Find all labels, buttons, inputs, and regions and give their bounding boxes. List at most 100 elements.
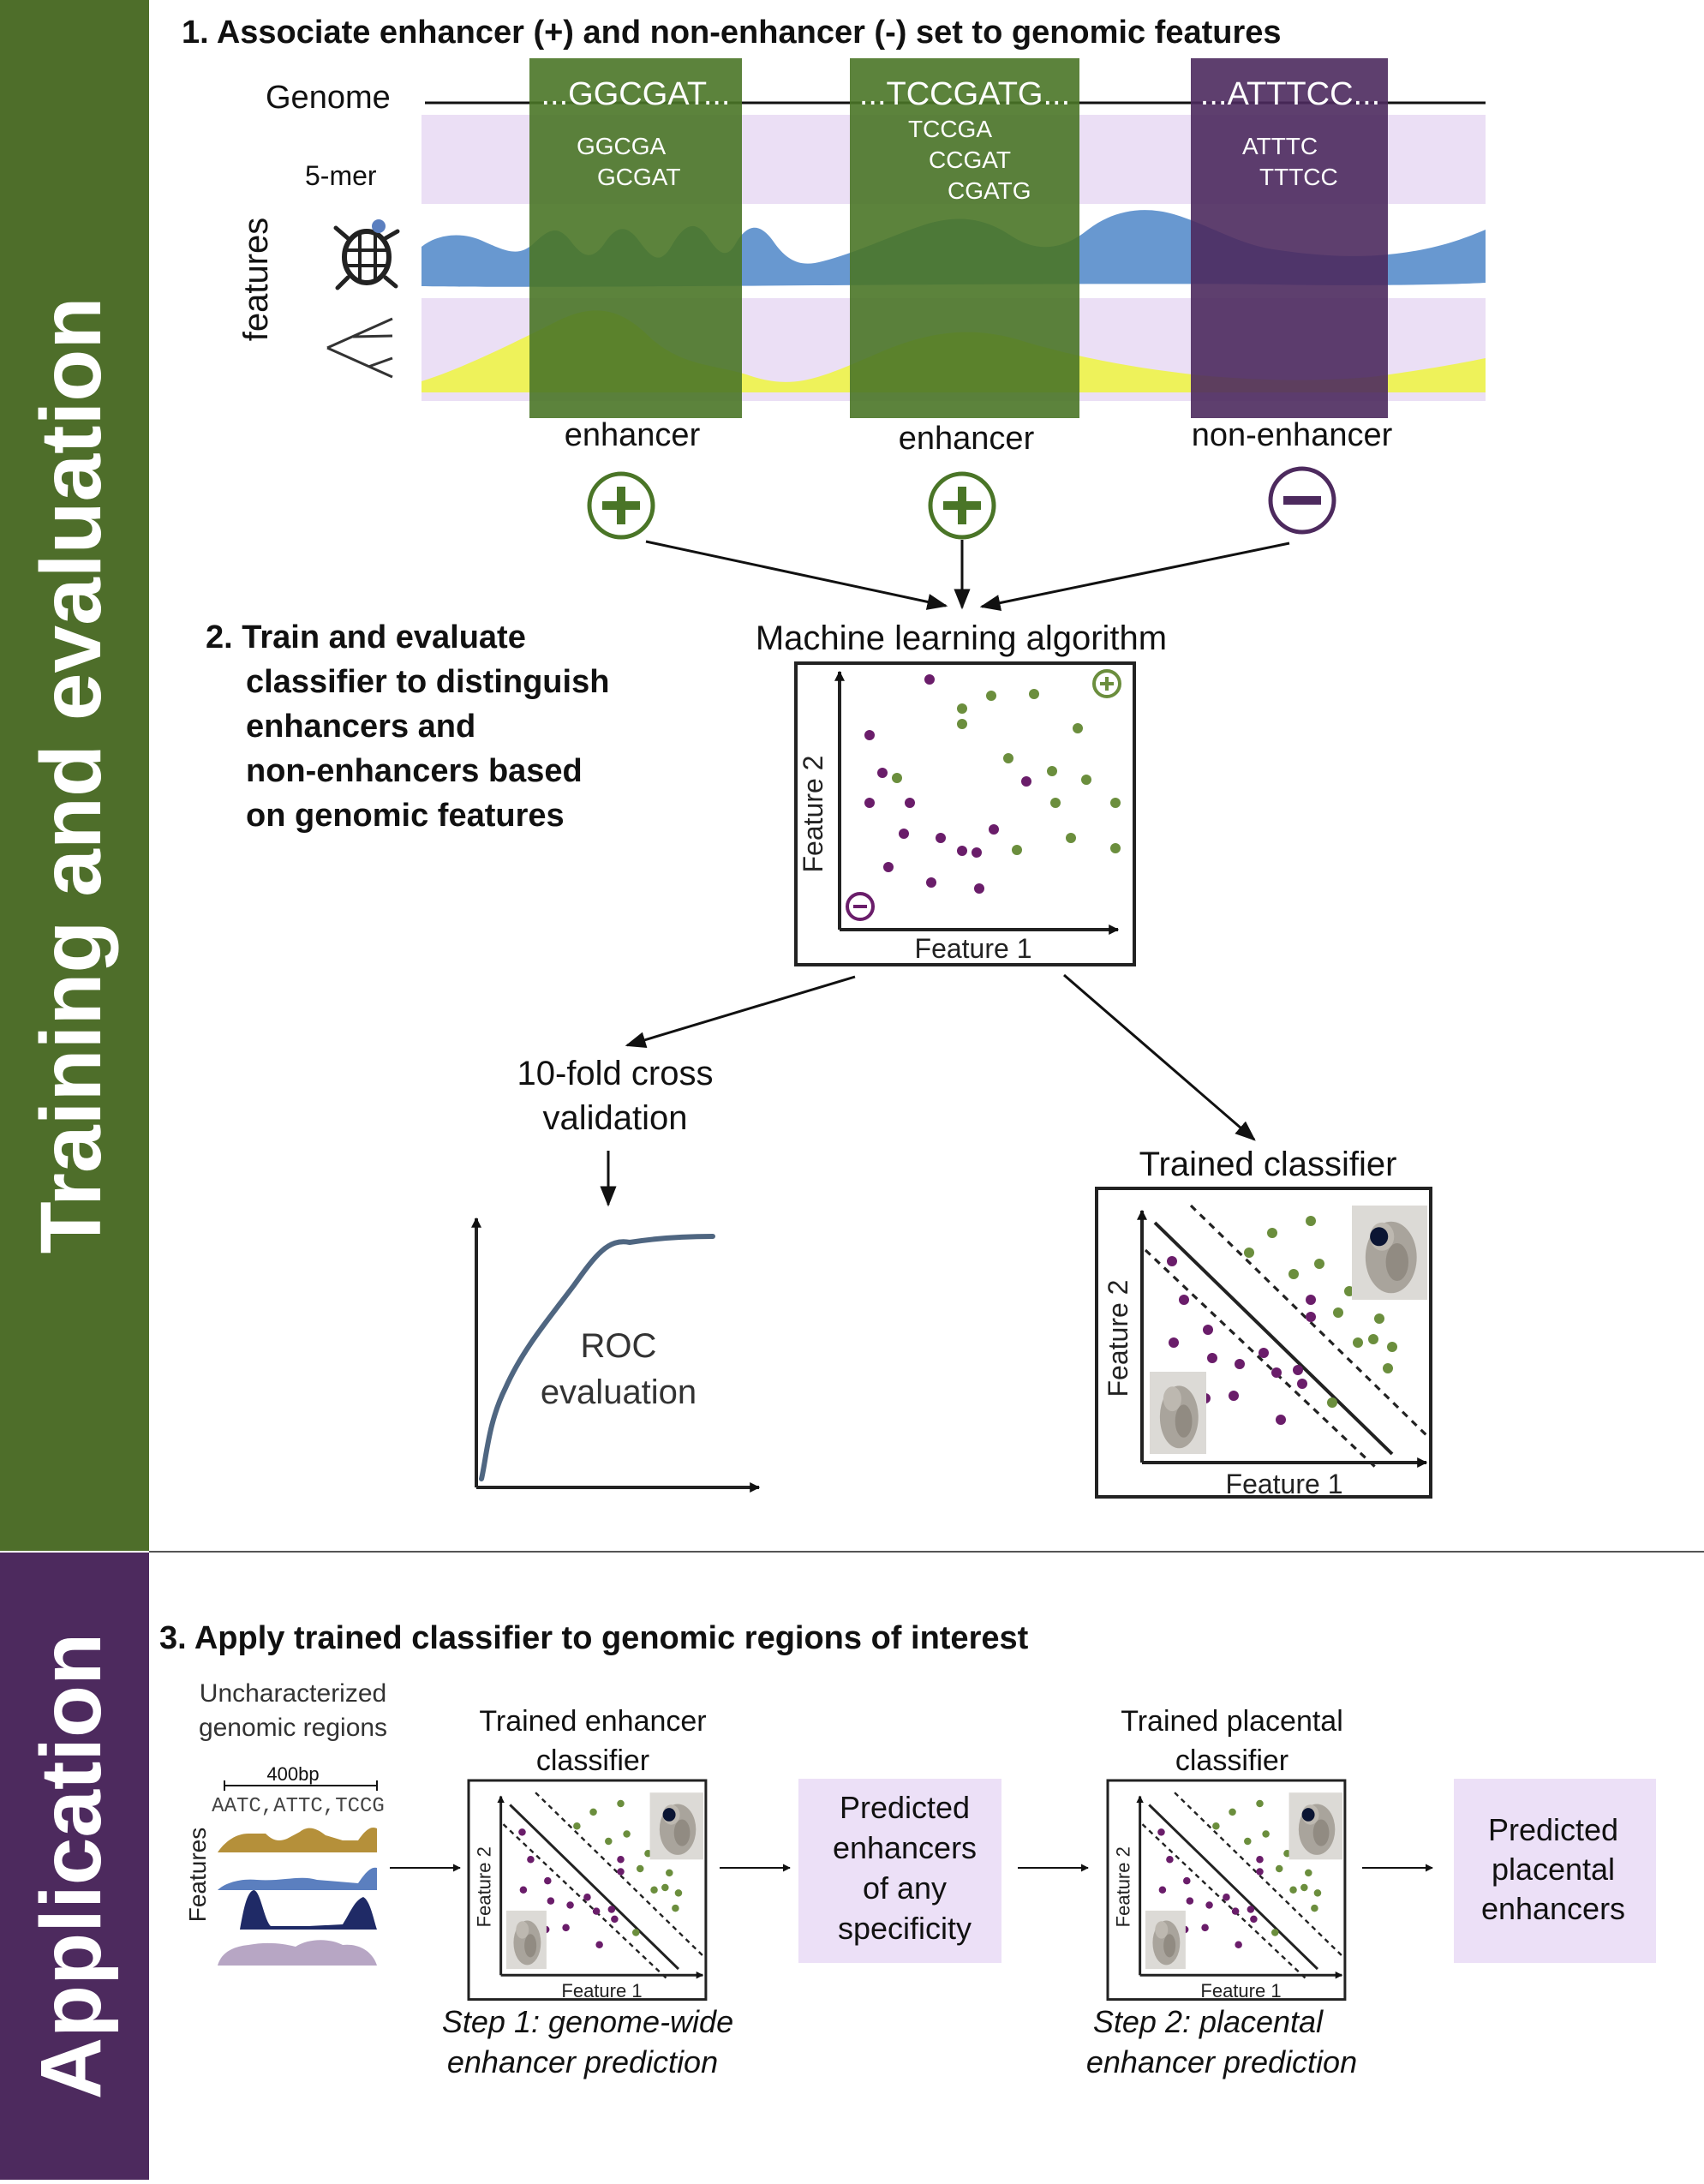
cv-label-line1: 10-fold cross (517, 1055, 714, 1092)
predicted1-line1: Predicted (840, 1790, 970, 1825)
region-2-kmer-3: CGATG (948, 177, 1031, 204)
predicted2-line2: placental (1492, 1852, 1615, 1887)
predicted2-line1: Predicted (1488, 1812, 1618, 1847)
data-point (666, 1869, 673, 1877)
data-point (1271, 1367, 1282, 1378)
feature-track-blue (218, 1867, 377, 1890)
data-point (1169, 1337, 1179, 1348)
region-2-sequence: ...TCCGATG... (859, 76, 1070, 112)
trained-classifier-plot: Feature 1 Feature 2 (1095, 1187, 1432, 1499)
decision-boundary (1153, 1221, 1394, 1456)
data-point (1247, 1906, 1255, 1913)
data-point (583, 1894, 591, 1901)
region-2: ...TCCGATG... TCCGA CCGAT CGATG enhancer (850, 58, 1079, 457)
feature-track-navy (218, 1890, 377, 1930)
step1-heading: 1. Associate enhancer (+) and non-enhanc… (182, 15, 1282, 51)
data-point (544, 1876, 552, 1885)
data-point (566, 1901, 574, 1909)
data-point (1288, 1269, 1299, 1279)
step1-caption-line2: enhancer prediction (447, 2044, 718, 2079)
step2-caption-line2: enhancer prediction (1086, 2044, 1357, 2079)
data-point (877, 768, 888, 778)
data-point (1201, 1924, 1209, 1932)
data-point (986, 691, 996, 701)
region-3-sequence: ...ATTTCC... (1200, 76, 1380, 112)
data-point (1207, 1353, 1217, 1363)
data-point (1311, 1904, 1318, 1912)
data-point (974, 883, 984, 894)
step2-caption-line1: Step 2: placental (1093, 2004, 1324, 2039)
y-axis-label: Feature 2 (474, 1846, 495, 1927)
embryo-image (1352, 1206, 1427, 1300)
region-3-kmer-1: ATTTC (1242, 133, 1318, 159)
data-point (527, 1856, 535, 1864)
region-1-kmer-1: GGCGA (577, 133, 667, 159)
plus-icon (928, 471, 996, 540)
data-point (1157, 1828, 1165, 1836)
data-point (1276, 1415, 1286, 1425)
data-point (607, 1906, 616, 1913)
region-1-label: enhancer (565, 417, 701, 453)
data-point (1293, 1365, 1303, 1375)
region-2-kmer-2: CCGAT (929, 147, 1011, 173)
data-point (1256, 1799, 1264, 1808)
step2-heading-line: enhancers and (246, 709, 475, 745)
enhancer-classifier-plot: Feature 1 Feature 2 (467, 1779, 708, 2002)
decision-boundary (1148, 1804, 1318, 1971)
data-point (631, 1929, 640, 1936)
data-point (1289, 1886, 1297, 1894)
margin-line (1189, 1204, 1428, 1437)
training-sidebar (0, 0, 149, 1551)
region-3-kmer-2: TTTCC (1259, 164, 1338, 190)
y-axis-label: Feature 2 (1113, 1846, 1134, 1927)
data-point (1212, 1822, 1220, 1830)
data-point (1223, 1894, 1230, 1901)
data-point (864, 730, 875, 740)
roc-label-line1: ROC (581, 1327, 657, 1365)
classifier1-title-line1: Trained enhancer (479, 1705, 706, 1738)
data-point (674, 1889, 683, 1897)
data-point (1300, 1883, 1308, 1892)
data-point (623, 1830, 631, 1838)
feature-track-lilac (218, 1940, 377, 1966)
data-point (1244, 1248, 1254, 1258)
data-point (1256, 1868, 1264, 1876)
data-point (519, 1886, 528, 1894)
data-point (1306, 1295, 1316, 1305)
data-point (636, 1864, 644, 1873)
data-point (1283, 1849, 1291, 1858)
data-point (1275, 1864, 1283, 1873)
data-point (1183, 1876, 1191, 1885)
region-1: ...GGCGAT... GGCGA GCGAT enhancer (529, 58, 742, 453)
margin-line (1141, 1823, 1306, 1979)
data-point (957, 846, 967, 856)
genome-label: Genome (266, 80, 391, 116)
roc-label-line2: evaluation (541, 1373, 697, 1411)
data-point (924, 674, 935, 685)
data-point (617, 1799, 625, 1808)
data-point (1262, 1830, 1270, 1838)
region-3-label: non-enhancer (1192, 417, 1393, 453)
ml-dots (864, 674, 1121, 894)
y-axis-label: Feature 2 (1103, 1280, 1133, 1397)
classifier2-title-line1: Trained placental (1121, 1705, 1343, 1738)
uncharacterized-line2: genomic regions (199, 1714, 387, 1742)
turtle-icon (333, 219, 400, 290)
predicted1-line2: enhancers (833, 1830, 977, 1865)
data-point (518, 1828, 526, 1836)
scale-label: 400bp (266, 1763, 319, 1785)
arrow-ml-to-cv (625, 975, 856, 1048)
embryo-image (1145, 1910, 1186, 1970)
ml-title: Machine learning algorithm (756, 619, 1167, 657)
data-point (605, 1837, 613, 1846)
scale-bar (224, 1780, 378, 1791)
data-point (936, 833, 946, 843)
data-point (592, 1907, 601, 1915)
step2-heading-line: non-enhancers based (246, 753, 583, 789)
data-point (1314, 1259, 1324, 1269)
application-sidebar (0, 1553, 149, 2180)
data-point (1073, 723, 1083, 733)
training-sidebar-label: Training and evaluation (23, 297, 119, 1254)
data-point (589, 1808, 597, 1816)
